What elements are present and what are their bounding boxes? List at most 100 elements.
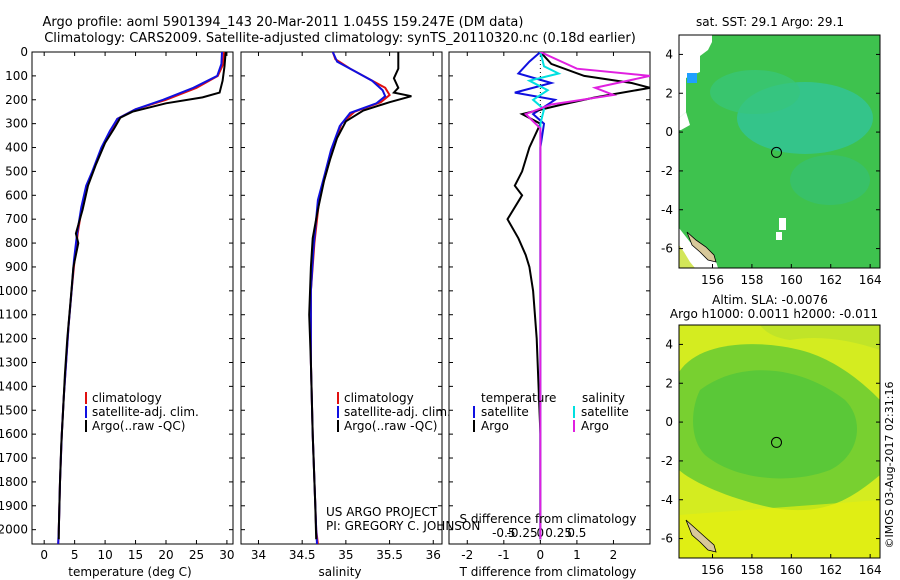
- x-tick-label: 15: [128, 548, 143, 562]
- difference-panel: [448, 51, 651, 545]
- sla-map-title-line-2: Argo h1000: 0.0011 h2000: -0.011: [670, 307, 878, 321]
- x-tick-label: -2: [461, 548, 473, 562]
- title-line-1: Argo profile: aoml 5901394_143 20-Mar-20…: [43, 15, 524, 30]
- x-tick-label: 0: [537, 548, 545, 562]
- depth-tick-label: 300: [5, 117, 28, 131]
- map-x-tick-label: 164: [859, 273, 882, 287]
- pi-label: PI: GREGORY C. JOHNSON: [326, 519, 480, 533]
- map-x-tick-label: 160: [780, 563, 803, 577]
- depth-tick-label: 1400: [0, 379, 28, 393]
- sst-map-missing-area: [776, 232, 782, 240]
- temperature-panel: [31, 51, 234, 545]
- s-tick-label: 0.5: [567, 526, 586, 540]
- sst-map-ticks: 156 158 160 162 164 4 2 0 -2 -4 -6: [661, 47, 882, 287]
- legend-label-temp-argo: Argo: [481, 419, 509, 433]
- temperature-xlabel: temperature (deg C): [68, 565, 191, 579]
- map-x-tick-label: 158: [740, 563, 763, 577]
- depth-tick-label: 700: [5, 212, 28, 226]
- salinity-legend: climatology satellite-adj. clim. Argo(..…: [337, 391, 451, 433]
- credit-label: ©IMOS 03-Aug-2017 02:31:16: [883, 382, 896, 549]
- x-tick-label: 25: [189, 548, 204, 562]
- legend-label-sal-argo: Argo: [581, 419, 609, 433]
- difference-series: [506, 52, 650, 544]
- sst-map: [678, 34, 881, 269]
- sst-map-title: sat. SST: 29.1 Argo: 29.1: [696, 15, 844, 29]
- depth-tick-label: 900: [5, 260, 28, 274]
- difference-xlabel-top: S difference from climatology: [460, 512, 637, 526]
- island-outline: [686, 231, 717, 263]
- legend-label-satellite: satellite-adj. clim.: [344, 405, 451, 419]
- difference-legend: temperature salinity satellite Argo sate…: [473, 391, 629, 433]
- x-tick-label: 10: [97, 548, 112, 562]
- map-y-tick-label: 0: [665, 125, 673, 139]
- depth-tick-label: 800: [5, 236, 28, 250]
- series-line-climatology: [57, 52, 225, 544]
- sla-map-title-line-1: Altim. SLA: -0.0076: [712, 293, 828, 307]
- x-tick-label: 35.5: [376, 548, 403, 562]
- map-x-tick-label: 156: [701, 563, 724, 577]
- map-y-tick-label: 2: [665, 376, 673, 390]
- map-y-tick-label: 4: [665, 47, 673, 61]
- depth-tick-label: 1700: [0, 451, 28, 465]
- series-line-satellite-adj-clim-: [309, 52, 387, 544]
- map-y-tick-label: -6: [661, 532, 673, 546]
- map-y-tick-label: -4: [661, 493, 673, 507]
- sla-map-frame: [678, 324, 881, 559]
- map-y-tick-label: -6: [661, 242, 673, 256]
- depth-tick-label: 1100: [0, 308, 28, 322]
- x-tick-label: 0: [40, 548, 48, 562]
- legend-label-argo: Argo(..raw -QC): [344, 419, 437, 433]
- x-tick-label: 34.5: [289, 548, 316, 562]
- depth-tick-label: 600: [5, 188, 28, 202]
- series-line-salinity-argo: [523, 52, 650, 540]
- x-tick-label: 34: [251, 548, 266, 562]
- map-y-tick-label: 4: [665, 337, 673, 351]
- legend-label-climatology: climatology: [92, 391, 162, 405]
- depth-tick-label: 1000: [0, 284, 28, 298]
- legend-label-argo: Argo(..raw -QC): [92, 419, 185, 433]
- map-y-tick-label: -2: [661, 164, 673, 178]
- sst-map-frame: [678, 34, 881, 269]
- depth-tick-label: 2000: [0, 523, 28, 537]
- map-x-tick-label: 162: [819, 273, 842, 287]
- depth-tick-label: 1200: [0, 332, 28, 346]
- map-y-tick-label: 0: [665, 415, 673, 429]
- legend-header-salinity: salinity: [582, 391, 625, 405]
- depth-tick-label: 100: [5, 69, 28, 83]
- argo-location-marker: [771, 146, 782, 158]
- depth-tick-label: 200: [5, 93, 28, 107]
- salinity-series: [308, 52, 412, 544]
- x-tick-label: 5: [71, 548, 79, 562]
- x-tick-label: -1: [498, 548, 510, 562]
- sla-map: [678, 324, 881, 559]
- sst-map-edge: [679, 245, 695, 268]
- sla-map-high-area: [760, 325, 880, 350]
- s-tick-label: -0.5: [492, 526, 515, 540]
- project-label: US ARGO PROJECT: [326, 505, 438, 519]
- sla-map-ticks: 156 158 160 162 164 4 2 0 -2 -4 -6: [661, 337, 882, 577]
- map-y-tick-label: 2: [665, 86, 673, 100]
- map-y-tick-label: -4: [661, 203, 673, 217]
- sla-map-low-area: [693, 370, 857, 479]
- map-x-tick-label: 158: [740, 273, 763, 287]
- legend-label-temp-satellite: satellite: [481, 405, 529, 419]
- x-tick-label: 36: [426, 548, 441, 562]
- x-tick-label: 20: [158, 548, 173, 562]
- legend-label-climatology: climatology: [344, 391, 414, 405]
- depth-tick-label: 400: [5, 141, 28, 155]
- map-x-tick-label: 160: [780, 273, 803, 287]
- title-line-2: Climatology: CARS2009. Satellite-adjuste…: [44, 31, 636, 46]
- series-line-temperature-argo: [506, 52, 650, 540]
- series-line-temperature-satellite: [514, 52, 558, 540]
- map-x-tick-label: 156: [701, 273, 724, 287]
- salinity-xlabel: salinity: [318, 565, 361, 579]
- depth-tick-label: 1500: [0, 403, 28, 417]
- salinity-panel: [240, 51, 443, 545]
- depth-tick-label: 1600: [0, 427, 28, 441]
- x-tick-label: 30: [219, 548, 234, 562]
- depth-axis: 0 100 200 300 400 500 600 700 800 900 1000 1100 1200…: [0, 45, 28, 537]
- s-tick-label: -0.25: [507, 526, 538, 540]
- legend-label-sal-satellite: satellite: [581, 405, 629, 419]
- map-y-tick-label: -2: [661, 454, 673, 468]
- sst-map-warm-patch: [710, 70, 800, 114]
